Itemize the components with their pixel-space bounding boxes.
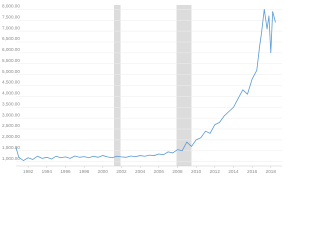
line-series xyxy=(15,8,276,161)
y-tick-label: 6,500.00 xyxy=(2,36,20,41)
x-tick-label: 2014 xyxy=(228,169,239,174)
y-tick-label: 4,000.00 xyxy=(2,91,20,96)
x-tick-label: 2002 xyxy=(116,169,127,174)
y-tick-label: 2,000.00 xyxy=(2,134,20,139)
x-tick-label: 2008 xyxy=(172,169,183,174)
y-tick-label: 6,000.00 xyxy=(2,47,20,52)
x-tick-label: 2012 xyxy=(210,169,221,174)
x-tick-label: 1994 xyxy=(42,169,53,174)
y-tick-label: 3,000.00 xyxy=(2,112,20,117)
x-tick-label: 2006 xyxy=(154,169,165,174)
x-tick-label: 2000 xyxy=(98,169,109,174)
y-tick-label: 7,500.00 xyxy=(2,14,20,19)
y-tick-label: 3,500.00 xyxy=(2,101,20,106)
x-tick-label: 2010 xyxy=(191,169,202,174)
x-tick-label: 2004 xyxy=(135,169,146,174)
y-tick-label: 1,500.00 xyxy=(2,145,20,150)
y-tick-label: 4,500.00 xyxy=(2,80,20,85)
y-tick-label: 5,500.00 xyxy=(2,58,20,63)
x-tick-label: 2016 xyxy=(247,169,258,174)
y-tick-label: 2,500.00 xyxy=(2,123,20,128)
x-tick-label: 2018 xyxy=(266,169,277,174)
y-tick-label: 1,000.00 xyxy=(2,156,20,161)
x-tick-label: 1992 xyxy=(23,169,34,174)
y-tick-label: 7,000.00 xyxy=(2,25,20,30)
y-tick-label: 5,000.00 xyxy=(2,69,20,74)
chart: 1,000.00 1,500.00 2,000.00 2,500.00 3,000.00… xyxy=(2,4,282,174)
x-tick-label: 1996 xyxy=(60,169,71,174)
x-tick-label: 1998 xyxy=(79,169,90,174)
y-tick-label: 8,000.00 xyxy=(2,4,20,9)
